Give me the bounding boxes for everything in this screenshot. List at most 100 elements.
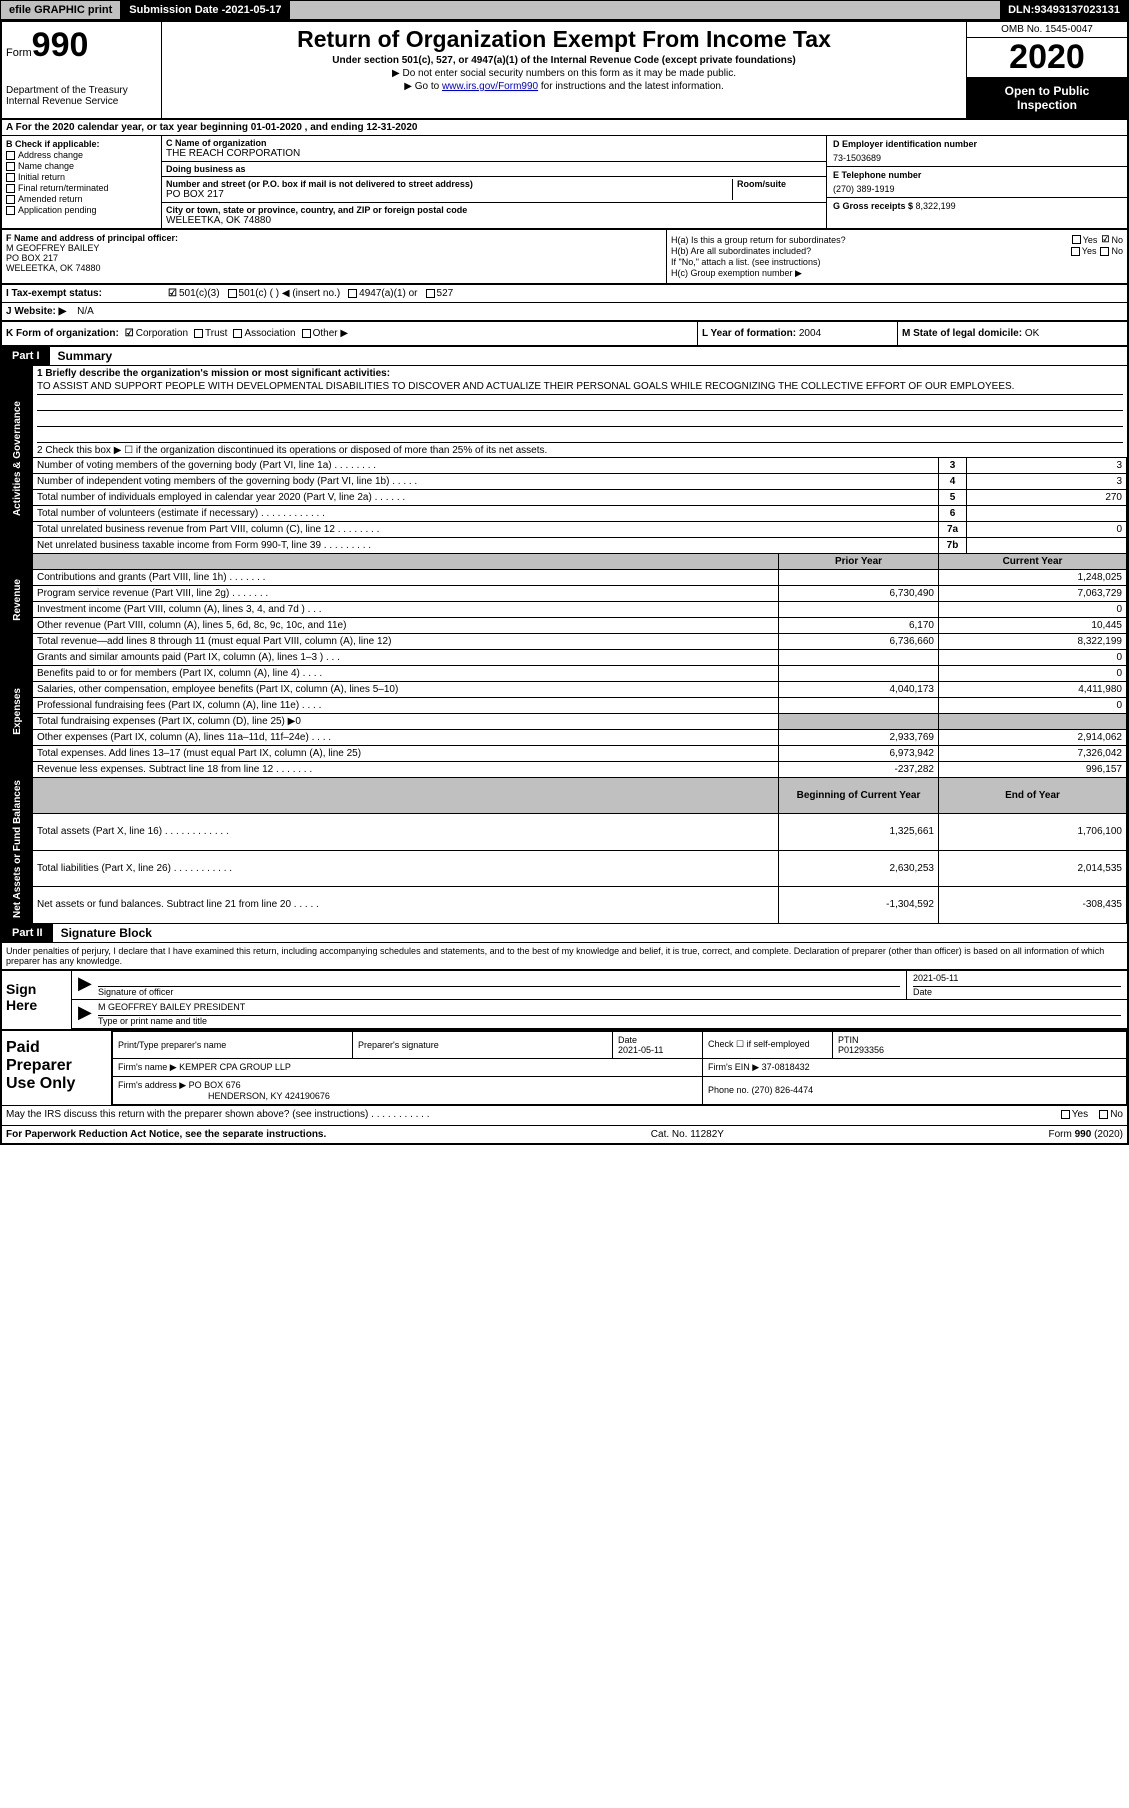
signature-field[interactable] (98, 973, 900, 987)
paid-preparer-label: PaidPreparerUse Only (2, 1031, 112, 1105)
current-value: 7,326,042 (939, 745, 1127, 761)
period-begin: 01-01-2020 (251, 122, 302, 133)
table-row: Program service revenue (Part VIII, line… (3, 585, 1127, 601)
prior-value (779, 601, 939, 617)
table-row: Total liabilities (Part X, line 26) . . … (3, 850, 1127, 887)
sign-here-label: SignHere (2, 971, 72, 1029)
opt-label: Trust (205, 328, 227, 339)
row-box: 6 (939, 505, 967, 521)
chk-amended-return[interactable]: Amended return (6, 194, 157, 204)
row-label: Professional fundraising fees (Part IX, … (33, 697, 779, 713)
chk-address-change[interactable]: Address change (6, 150, 157, 160)
tax-exempt-row: I Tax-exempt status: ☑ 501(c)(3) 501(c) … (2, 285, 1127, 303)
instructions-link[interactable]: www.irs.gov/Form990 (442, 81, 538, 92)
row-label: Number of voting members of the governin… (33, 457, 939, 473)
goto-note: ▶ Go to www.irs.gov/Form990 for instruct… (166, 81, 962, 92)
discuss-no[interactable]: No (1099, 1109, 1123, 1120)
table-row: Salaries, other compensation, employee b… (3, 681, 1127, 697)
phone-label: E Telephone number (833, 170, 1121, 180)
form-title: Return of Organization Exempt From Incom… (166, 26, 962, 53)
grey-cell (939, 713, 1127, 729)
h-b-no[interactable]: No (1100, 246, 1123, 256)
box-b-header: B Check if applicable: (6, 139, 157, 149)
side-expenses: Expenses (3, 649, 33, 777)
website-value: N/A (77, 306, 94, 317)
preparer-date-label: Date (618, 1035, 697, 1045)
table-row: Total assets (Part X, line 16) . . . . .… (3, 814, 1127, 851)
current-value: 7,063,729 (939, 585, 1127, 601)
part2-label: Part II (2, 924, 53, 942)
row-label: Number of independent voting members of … (33, 473, 939, 489)
checkbox-icon (6, 206, 15, 215)
part2-header: Part II Signature Block (2, 924, 1127, 943)
tax-period-line: A For the 2020 calendar year, or tax yea… (2, 120, 1127, 136)
k-assoc[interactable]: Association (233, 328, 295, 339)
k-other[interactable]: Other ▶ (302, 328, 348, 339)
paid-preparer-main: Print/Type preparer's name Preparer's si… (112, 1031, 1127, 1105)
prior-value (779, 665, 939, 681)
side-activities: Activities & Governance (3, 367, 33, 554)
end-value: 2,014,535 (939, 850, 1127, 887)
checkbox-icon (348, 289, 357, 298)
gross-receipts-value: 8,322,199 (916, 201, 956, 211)
l-value: 2004 (799, 328, 821, 339)
period-mid: , and ending (305, 122, 367, 133)
k-corp[interactable]: ☑ Corporation (125, 328, 188, 339)
entity-block: B Check if applicable: Address change Na… (2, 136, 1127, 230)
table-row: Total unrelated business revenue from Pa… (3, 521, 1127, 537)
h-b-yes[interactable]: Yes (1071, 246, 1097, 256)
row-label: Benefits paid to or for members (Part IX… (33, 665, 779, 681)
chk-application-pending[interactable]: Application pending (6, 205, 157, 215)
sign-main: ▶ Signature of officer 2021-05-11 Date ▶… (72, 971, 1127, 1029)
current-value: 0 (939, 601, 1127, 617)
self-employed-check[interactable]: Check ☐ if self-employed (703, 1031, 833, 1058)
dln-value: 93493137023131 (1034, 4, 1120, 16)
row-label: Total liabilities (Part X, line 26) . . … (33, 850, 779, 887)
mission-blank (37, 429, 1123, 443)
box-f: F Name and address of principal officer:… (2, 230, 667, 283)
opt-501c3[interactable]: ☑ 501(c)(3) (168, 288, 220, 299)
h-a-no[interactable]: ☑No (1101, 234, 1123, 245)
summary-table: Activities & Governance 1 Briefly descri… (2, 366, 1127, 924)
opt-label: Other ▶ (313, 328, 348, 339)
checkbox-icon (228, 289, 237, 298)
firm-addr1: PO BOX 676 (189, 1080, 241, 1090)
header-middle: Return of Organization Exempt From Incom… (162, 22, 967, 118)
opt-4947[interactable]: 4947(a)(1) or (348, 288, 417, 299)
col-header-row: Net Assets or Fund Balances Beginning of… (3, 777, 1127, 814)
row-value: 3 (967, 457, 1127, 473)
open-to-public: Open to Public Inspection (967, 78, 1127, 118)
k-trust[interactable]: Trust (194, 328, 227, 339)
box-b: B Check if applicable: Address change Na… (2, 136, 162, 228)
no-label: No (1110, 1109, 1123, 1120)
table-row: Number of independent voting members of … (3, 473, 1127, 489)
l-label: L Year of formation: (702, 328, 799, 339)
table-row: Net unrelated business taxable income fr… (3, 537, 1127, 553)
row-label: Other expenses (Part IX, column (A), lin… (33, 729, 779, 745)
col-current: Current Year (939, 553, 1127, 569)
chk-initial-return[interactable]: Initial return (6, 172, 157, 182)
box-l: L Year of formation: 2004 (697, 322, 897, 345)
opt-501c[interactable]: 501(c) ( ) ◀ (insert no.) (228, 288, 341, 299)
checkbox-icon (194, 329, 203, 338)
chk-name-change[interactable]: Name change (6, 161, 157, 171)
discuss-yes[interactable]: Yes (1061, 1109, 1088, 1120)
prior-value: 6,730,490 (779, 585, 939, 601)
h-b-row: H(b) Are all subordinates included? Yes … (671, 246, 1123, 256)
blank-header (33, 553, 779, 569)
officer-name: M GEOFFREY BAILEY (6, 243, 662, 253)
current-value: 0 (939, 697, 1127, 713)
dba-label: Doing business as (166, 164, 822, 174)
mission-text: TO ASSIST AND SUPPORT PEOPLE WITH DEVELO… (37, 381, 1123, 395)
prior-value: 2,933,769 (779, 729, 939, 745)
efile-print-button[interactable]: efile GRAPHIC print (1, 1, 121, 19)
period-pre: A For the 2020 calendar year, or tax yea… (6, 122, 251, 133)
row-label: Net unrelated business taxable income fr… (33, 537, 939, 553)
opt-527[interactable]: 527 (426, 288, 454, 299)
arrow-icon: ▶ (72, 1000, 92, 1028)
chk-final-return[interactable]: Final return/terminated (6, 183, 157, 193)
current-value: 4,411,980 (939, 681, 1127, 697)
prior-value (779, 569, 939, 585)
blank-header (33, 777, 779, 814)
h-a-yes[interactable]: Yes (1072, 235, 1098, 245)
